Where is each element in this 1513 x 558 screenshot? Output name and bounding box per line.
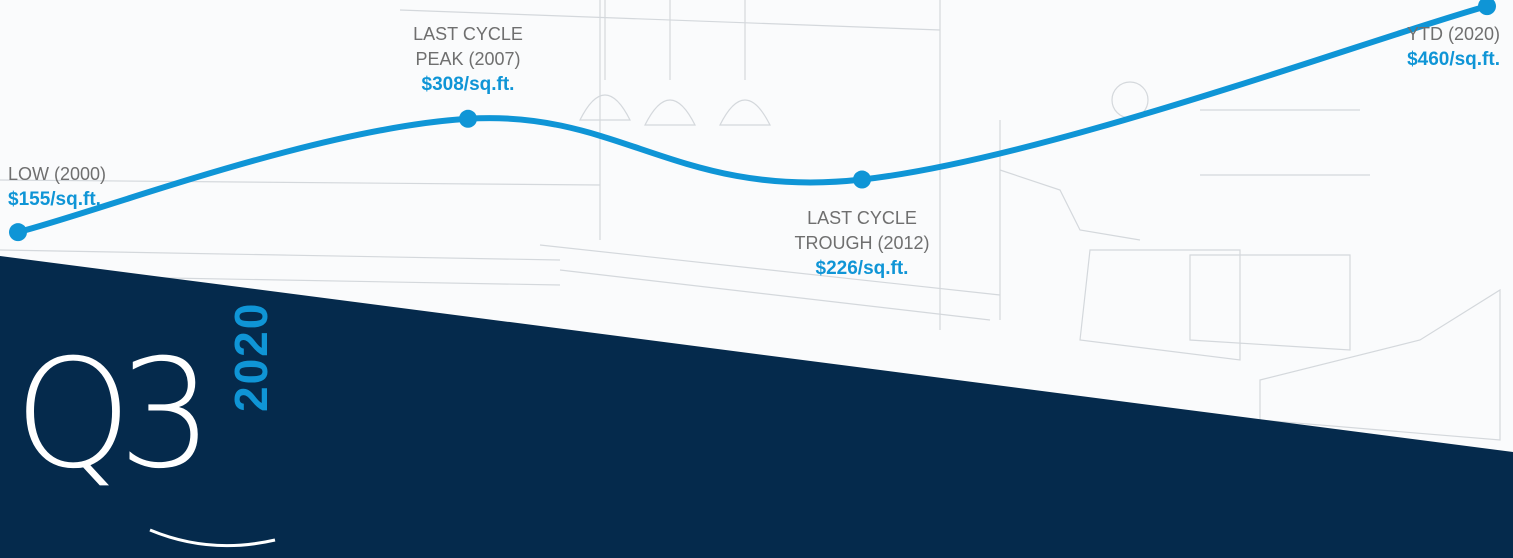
data-point [9, 223, 27, 242]
category-label: LAST CYCLE TROUGH (2012) [794, 208, 930, 253]
value-label: $226/sq.ft. [815, 258, 909, 279]
value-label: $460/sq.ft. [1407, 49, 1500, 70]
navy-panel [0, 256, 1513, 558]
category-label: YTD (2020) [1406, 24, 1500, 44]
point-label: LAST CYCLE TROUGH (2012) $226/sq.ft. [787, 206, 937, 281]
point-label: LOW (2000) $155/sq.ft. [8, 162, 178, 212]
data-point [1478, 0, 1496, 16]
category-label: LAST CYCLE PEAK (2007) [413, 24, 523, 69]
data-point [459, 109, 477, 128]
data-point [853, 170, 871, 189]
quarter: Q3 [14, 328, 213, 502]
value-label: $308/sq.ft. [421, 74, 515, 95]
point-label: LAST CYCLE PEAK (2007) $308/sq.ft. [393, 22, 543, 97]
trend-line [15, 3, 1490, 236]
category-label: LOW (2000) [8, 164, 107, 184]
year: 2020 [225, 301, 277, 412]
q-tail [149, 528, 276, 548]
point-label: YTD (2020) $460/sq.ft. [1310, 22, 1500, 72]
value-label: $155/sq.ft. [8, 189, 101, 210]
